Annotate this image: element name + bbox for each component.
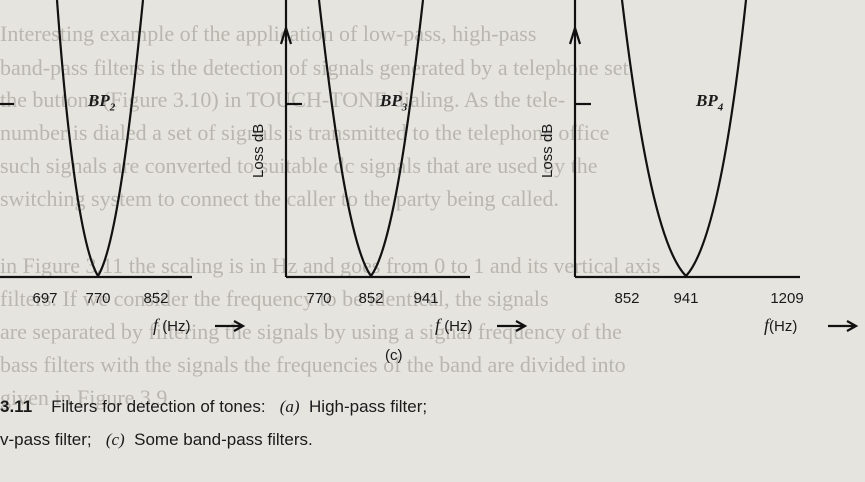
bleed-line: such signals are converted to suitable d… — [0, 153, 598, 178]
bleed-line: the buttons (Figure 3.10) in TOUCH-TONE … — [0, 87, 566, 112]
bleed-line: in Figure 3.11 the scaling is in Hz and … — [0, 253, 661, 278]
bleed-line: switching system to connect the caller t… — [0, 186, 559, 211]
bp3-x-arrow — [497, 320, 528, 332]
figure-caption-line-2: v-pass filter; (c) Some band-pass filter… — [0, 430, 313, 449]
figure-number: 3.11 — [0, 397, 33, 416]
bleed-line: filters. If we consider the frequency to… — [0, 286, 549, 311]
bp2-label: BP2 — [88, 91, 116, 114]
bleed-line: given in Figure 3.9 — [0, 385, 168, 410]
bp2-x-axis-label: f (Hz) — [153, 315, 191, 335]
bleed-line: number is dialed a set of signals is tra… — [0, 120, 610, 145]
bp2-x-arrow — [215, 320, 246, 332]
bp4-y-axis-label: Loss dB — [539, 123, 556, 178]
bp4-y-arrow — [568, 27, 582, 45]
bp4-tick-label: 852 — [614, 290, 640, 307]
bp4-curve — [620, 0, 748, 278]
bp3-x-axis-label: f (Hz) — [435, 315, 473, 335]
bp2-tick-label: 852 — [143, 290, 169, 307]
bleed-line: Interesting example of the application o… — [0, 21, 537, 46]
bleed-line: band-pass filters is the detection of si… — [0, 55, 629, 80]
figure-caption-line-1: 3.11 Filters for detection of tones: (a)… — [0, 397, 428, 416]
bp4-x-axis-label: f(Hz) — [764, 315, 798, 335]
bp4-tick-label: 941 — [673, 290, 699, 307]
bp2-tick-label: 770 — [85, 290, 111, 307]
bp2-tick-label: 697 — [32, 290, 58, 307]
bp3-tick-label: 852 — [358, 290, 384, 307]
bp3-y-axis-label: Loss dB — [250, 123, 267, 178]
bp4-tick-label: 1209 — [770, 290, 804, 307]
bleed-line: bass filters with the signals the freque… — [0, 352, 626, 377]
bp3-y-arrow — [279, 27, 293, 45]
panel-c-letter: (c) — [385, 347, 403, 364]
bp2-curve — [55, 0, 145, 279]
bp3-label: BP3 — [380, 91, 408, 114]
bp4-x-arrow — [828, 320, 859, 332]
bp4-label: BP4 — [696, 91, 724, 114]
bp3-tick-label: 941 — [413, 290, 439, 307]
bp3-tick-label: 770 — [306, 290, 332, 307]
bp3-curve — [317, 0, 425, 278]
